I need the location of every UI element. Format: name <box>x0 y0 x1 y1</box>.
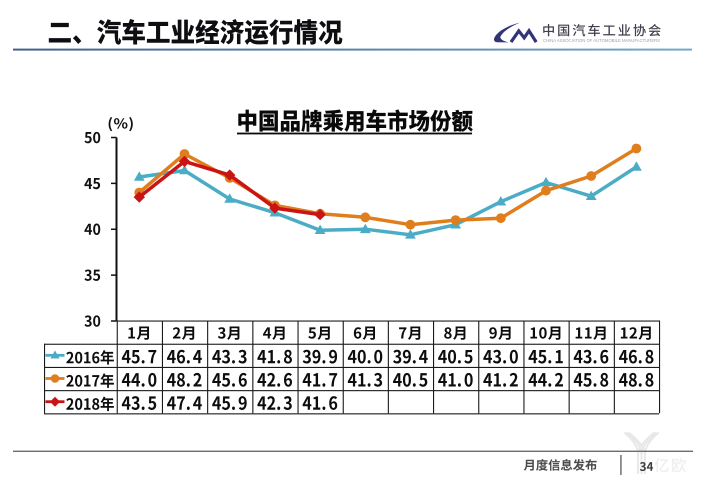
svg-text:CHINA ASSOCIATION OF AUTOMOBIL: CHINA ASSOCIATION OF AUTOMOBILE MANUFACT… <box>543 38 660 43</box>
